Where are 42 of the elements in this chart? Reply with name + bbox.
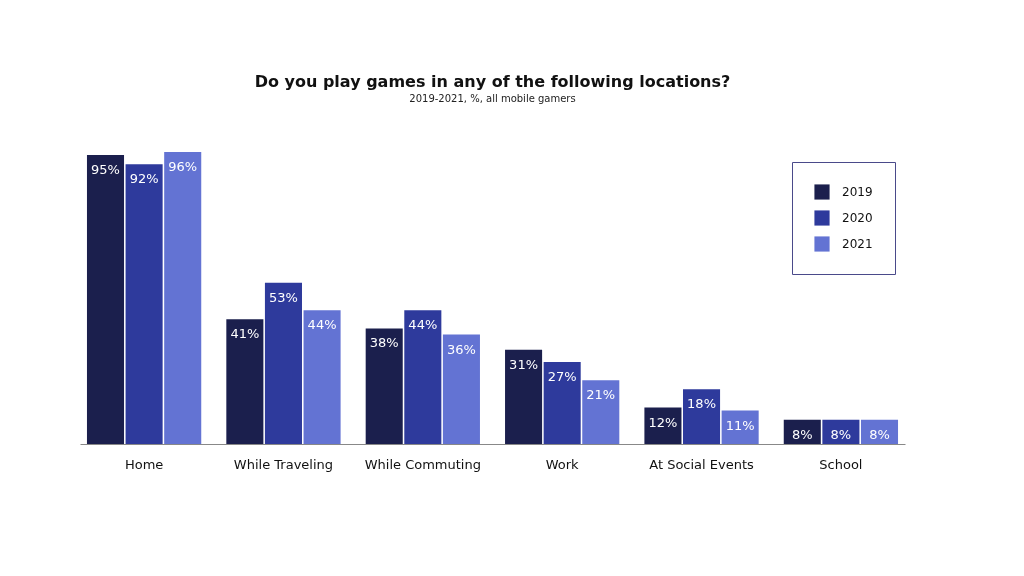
data-label: 44%	[307, 317, 337, 333]
data-label: 53%	[269, 289, 298, 305]
bar	[683, 389, 721, 444]
data-label: 92%	[129, 171, 159, 187]
data-label: 31%	[509, 356, 539, 372]
bar	[164, 152, 202, 444]
data-label: 8%	[791, 426, 813, 442]
data-label: 8%	[830, 426, 852, 442]
data-label: 8%	[869, 426, 890, 442]
bar	[404, 310, 442, 444]
chart-subtitle: 2019-2021, %, all mobile gamers	[409, 93, 576, 104]
bar	[505, 349, 543, 444]
legend-label: 2021	[842, 237, 873, 251]
bar	[365, 328, 403, 444]
data-label: 21%	[586, 387, 616, 403]
data-label: 96%	[168, 159, 198, 174]
bar	[442, 334, 480, 444]
data-label: 18%	[687, 396, 716, 412]
bar	[582, 380, 620, 444]
x-tick-label: While Commuting	[364, 456, 481, 472]
bar	[303, 310, 341, 444]
data-label: 27%	[547, 368, 577, 384]
legend-label: 2019	[842, 185, 873, 199]
x-tick-label: School	[819, 456, 863, 472]
data-label: 38%	[369, 335, 399, 351]
chart-title: Do you play games in any of the following locations?	[254, 72, 731, 91]
data-label: 95%	[91, 162, 120, 178]
x-tick-label: Home	[124, 456, 164, 472]
data-label: 36%	[446, 341, 476, 357]
bar	[125, 164, 163, 444]
legend-label: 2020	[842, 211, 873, 225]
x-tick-label: Work	[545, 456, 580, 472]
x-tick-label: At Social Events	[649, 456, 755, 472]
data-label: 12%	[648, 414, 678, 430]
data-label: 44%	[408, 317, 438, 333]
data-label: 41%	[230, 326, 260, 342]
x-tick-label: While Traveling	[233, 456, 334, 472]
bar	[226, 319, 264, 444]
bar	[86, 155, 125, 444]
data-label: 11%	[725, 417, 755, 433]
bar	[264, 282, 302, 444]
bar	[543, 361, 581, 444]
